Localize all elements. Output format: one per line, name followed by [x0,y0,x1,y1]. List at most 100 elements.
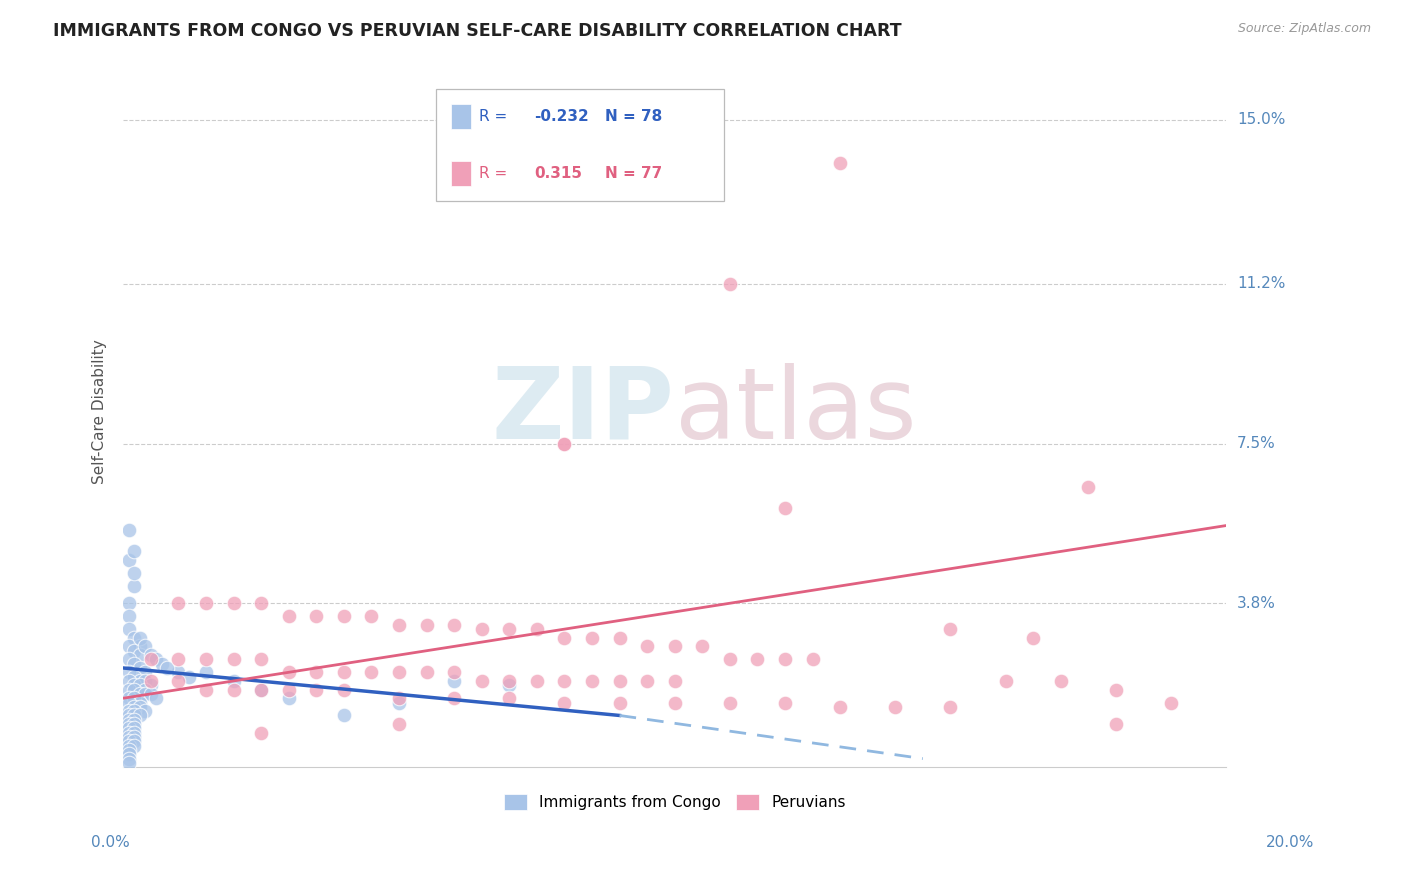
Point [443,665,465,680]
Point [664,673,686,688]
Point [250,682,273,697]
Point [277,665,299,680]
Point [526,622,548,636]
Point [471,673,494,688]
Point [118,682,141,697]
Point [415,665,437,680]
Point [118,609,141,624]
Point [222,596,245,610]
Point [156,661,179,675]
Point [124,699,146,714]
Point [250,682,273,697]
Point [145,652,167,666]
Text: 20.0%: 20.0% [1267,836,1315,850]
Text: 15.0%: 15.0% [1237,112,1285,128]
Point [124,566,146,580]
Legend: Immigrants from Congo, Peruvians: Immigrants from Congo, Peruvians [498,789,852,816]
Point [118,734,141,748]
Point [118,652,141,666]
Text: Source: ZipAtlas.com: Source: ZipAtlas.com [1237,22,1371,36]
Point [124,708,146,723]
Point [118,743,141,757]
Point [118,640,141,654]
Point [118,696,141,710]
Point [118,691,141,706]
Point [118,523,141,537]
Point [124,670,146,684]
Point [636,640,658,654]
Point [124,579,146,593]
Point [134,665,156,680]
Point [167,652,190,666]
Point [139,678,162,692]
Point [128,678,150,692]
Point [801,652,824,666]
Point [884,699,907,714]
Point [128,661,150,675]
Point [609,673,631,688]
Point [128,673,150,688]
Text: IMMIGRANTS FROM CONGO VS PERUVIAN SELF-CARE DISABILITY CORRELATION CHART: IMMIGRANTS FROM CONGO VS PERUVIAN SELF-C… [53,22,903,40]
Point [1160,696,1182,710]
Point [118,713,141,727]
Point [222,652,245,666]
Text: 11.2%: 11.2% [1237,277,1285,292]
Text: N = 77: N = 77 [605,166,662,180]
Point [134,673,156,688]
Point [134,704,156,718]
Point [277,682,299,697]
Point [250,652,273,666]
Point [388,696,411,710]
Point [128,648,150,662]
Point [443,673,465,688]
Point [124,704,146,718]
Point [498,691,520,706]
Text: atlas: atlas [675,363,917,459]
Point [718,652,741,666]
Point [664,640,686,654]
Point [118,708,141,723]
Point [179,670,201,684]
Point [1049,673,1071,688]
Point [124,657,146,671]
Point [250,596,273,610]
Point [553,631,575,645]
Text: 0.0%: 0.0% [91,836,131,850]
Point [124,717,146,731]
Point [118,704,141,718]
Point [118,553,141,567]
Point [118,622,141,636]
Text: -0.232: -0.232 [534,110,589,124]
Point [139,652,162,666]
Point [939,699,962,714]
Point [124,682,146,697]
Point [830,699,852,714]
Point [124,730,146,744]
Point [333,708,356,723]
Text: R =: R = [479,166,517,180]
Text: ZIP: ZIP [492,363,675,459]
Point [443,617,465,632]
Point [195,652,218,666]
Point [124,544,146,558]
Point [118,596,141,610]
Point [124,691,146,706]
Point [388,617,411,632]
Point [553,436,575,450]
Point [360,665,382,680]
Point [124,678,146,692]
Point [636,673,658,688]
Point [124,734,146,748]
Point [124,739,146,753]
Point [830,156,852,170]
Point [118,717,141,731]
Point [747,652,769,666]
Point [250,725,273,739]
Point [1077,480,1099,494]
Point [118,673,141,688]
Point [222,673,245,688]
Point [471,622,494,636]
Point [773,696,796,710]
Point [360,609,382,624]
Point [134,640,156,654]
